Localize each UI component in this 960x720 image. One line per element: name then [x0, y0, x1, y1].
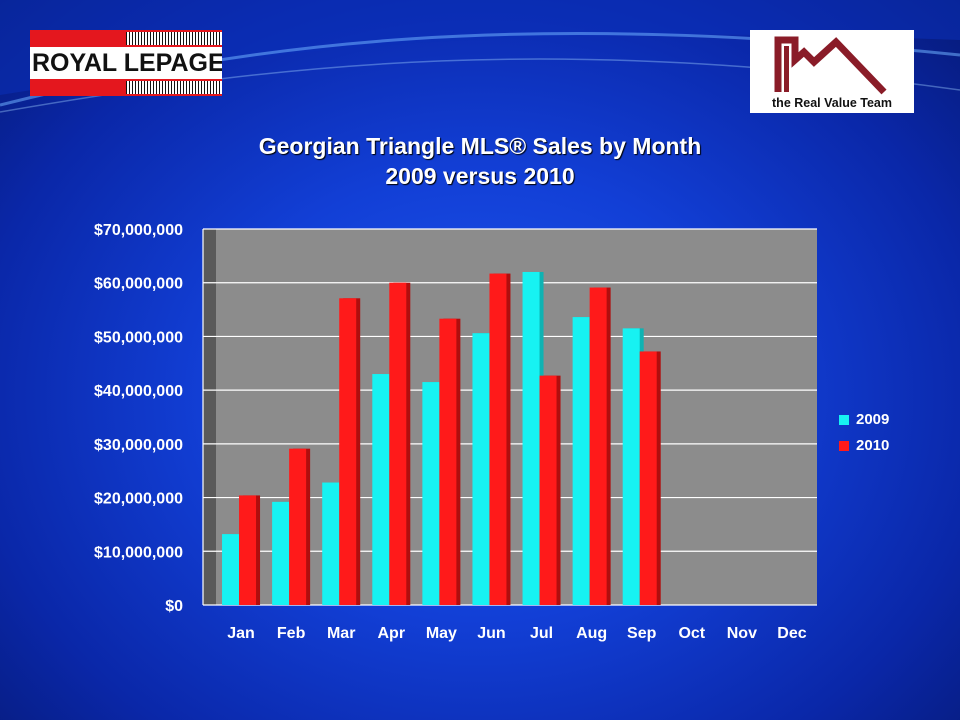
bar-2010-aug [589, 287, 607, 605]
legend-item-2010: 2010 [839, 435, 889, 461]
x-tick-label-feb: Feb [277, 625, 306, 642]
legend-label-2009: 2009 [856, 411, 890, 428]
bar-2009-jul [522, 271, 540, 605]
legend-label-2010: 2010 [856, 437, 890, 454]
bar-2009-jan [222, 534, 240, 605]
x-tick-label-nov: Nov [727, 625, 757, 642]
x-tick-label-apr: Apr [378, 625, 406, 642]
bar-2010-jun [489, 273, 507, 605]
y-tick-label: $30,000,000 [94, 437, 183, 454]
real-value-team-logo-text: the Real Value Team [772, 96, 892, 110]
bar-2009-apr [372, 374, 390, 605]
x-tick-label-oct: Oct [678, 625, 705, 642]
royal-lepage-logo: ROYAL LEPAGE [30, 30, 222, 96]
plot-side-wall [203, 229, 216, 605]
y-tick-label: $20,000,000 [94, 491, 183, 508]
y-tick-label: $40,000,000 [94, 383, 183, 400]
bar-2010-jul [539, 375, 557, 605]
chart-title-line-1: Georgian Triangle MLS® Sales by Month [258, 133, 702, 159]
chart-legend: 2009 2010 [839, 409, 889, 461]
x-tick-label-aug: Aug [576, 625, 607, 642]
x-tick-label-jul: Jul [530, 625, 553, 642]
bar-2010-sep [639, 351, 657, 605]
y-tick-label: $60,000,000 [94, 276, 183, 293]
legend-swatch-2010 [839, 441, 849, 451]
logo-stripe-bottom [30, 79, 222, 96]
real-value-team-logo: the Real Value Team [750, 30, 914, 113]
x-tick-label-jan: Jan [227, 625, 255, 642]
bar-2010-jan [239, 495, 257, 605]
bar-2010-may [439, 318, 457, 605]
bar-2009-may [422, 382, 440, 605]
logo-stripe-top [30, 30, 222, 47]
bar-2009-aug [572, 317, 590, 605]
x-tick-label-mar: Mar [327, 625, 355, 642]
x-tick-label-dec: Dec [777, 625, 806, 642]
bar-2009-mar [322, 482, 340, 605]
y-tick-label: $0 [165, 598, 183, 615]
bar-2009-jun [472, 333, 490, 605]
chart-title: Georgian Triangle MLS® Sales by Month 20… [0, 131, 960, 191]
house-roof-icon [774, 36, 887, 95]
bar-2010-feb [289, 448, 307, 605]
x-tick-label-jun: Jun [477, 625, 505, 642]
x-tick-label-sep: Sep [627, 625, 657, 642]
y-tick-label: $70,000,000 [94, 222, 183, 239]
bar-2010-mar [339, 298, 357, 605]
royal-lepage-logo-text: ROYAL LEPAGE [32, 49, 222, 77]
legend-swatch-2009 [839, 415, 849, 425]
bar-2009-feb [272, 501, 290, 605]
bar-2009-sep [622, 328, 640, 605]
x-tick-label-may: May [426, 625, 457, 642]
y-tick-label: $10,000,000 [94, 544, 183, 561]
legend-item-2009: 2009 [839, 409, 889, 435]
chart-title-line-2: 2009 versus 2010 [385, 163, 575, 189]
bar-2010-apr [389, 282, 407, 605]
y-tick-label: $50,000,000 [94, 329, 183, 346]
